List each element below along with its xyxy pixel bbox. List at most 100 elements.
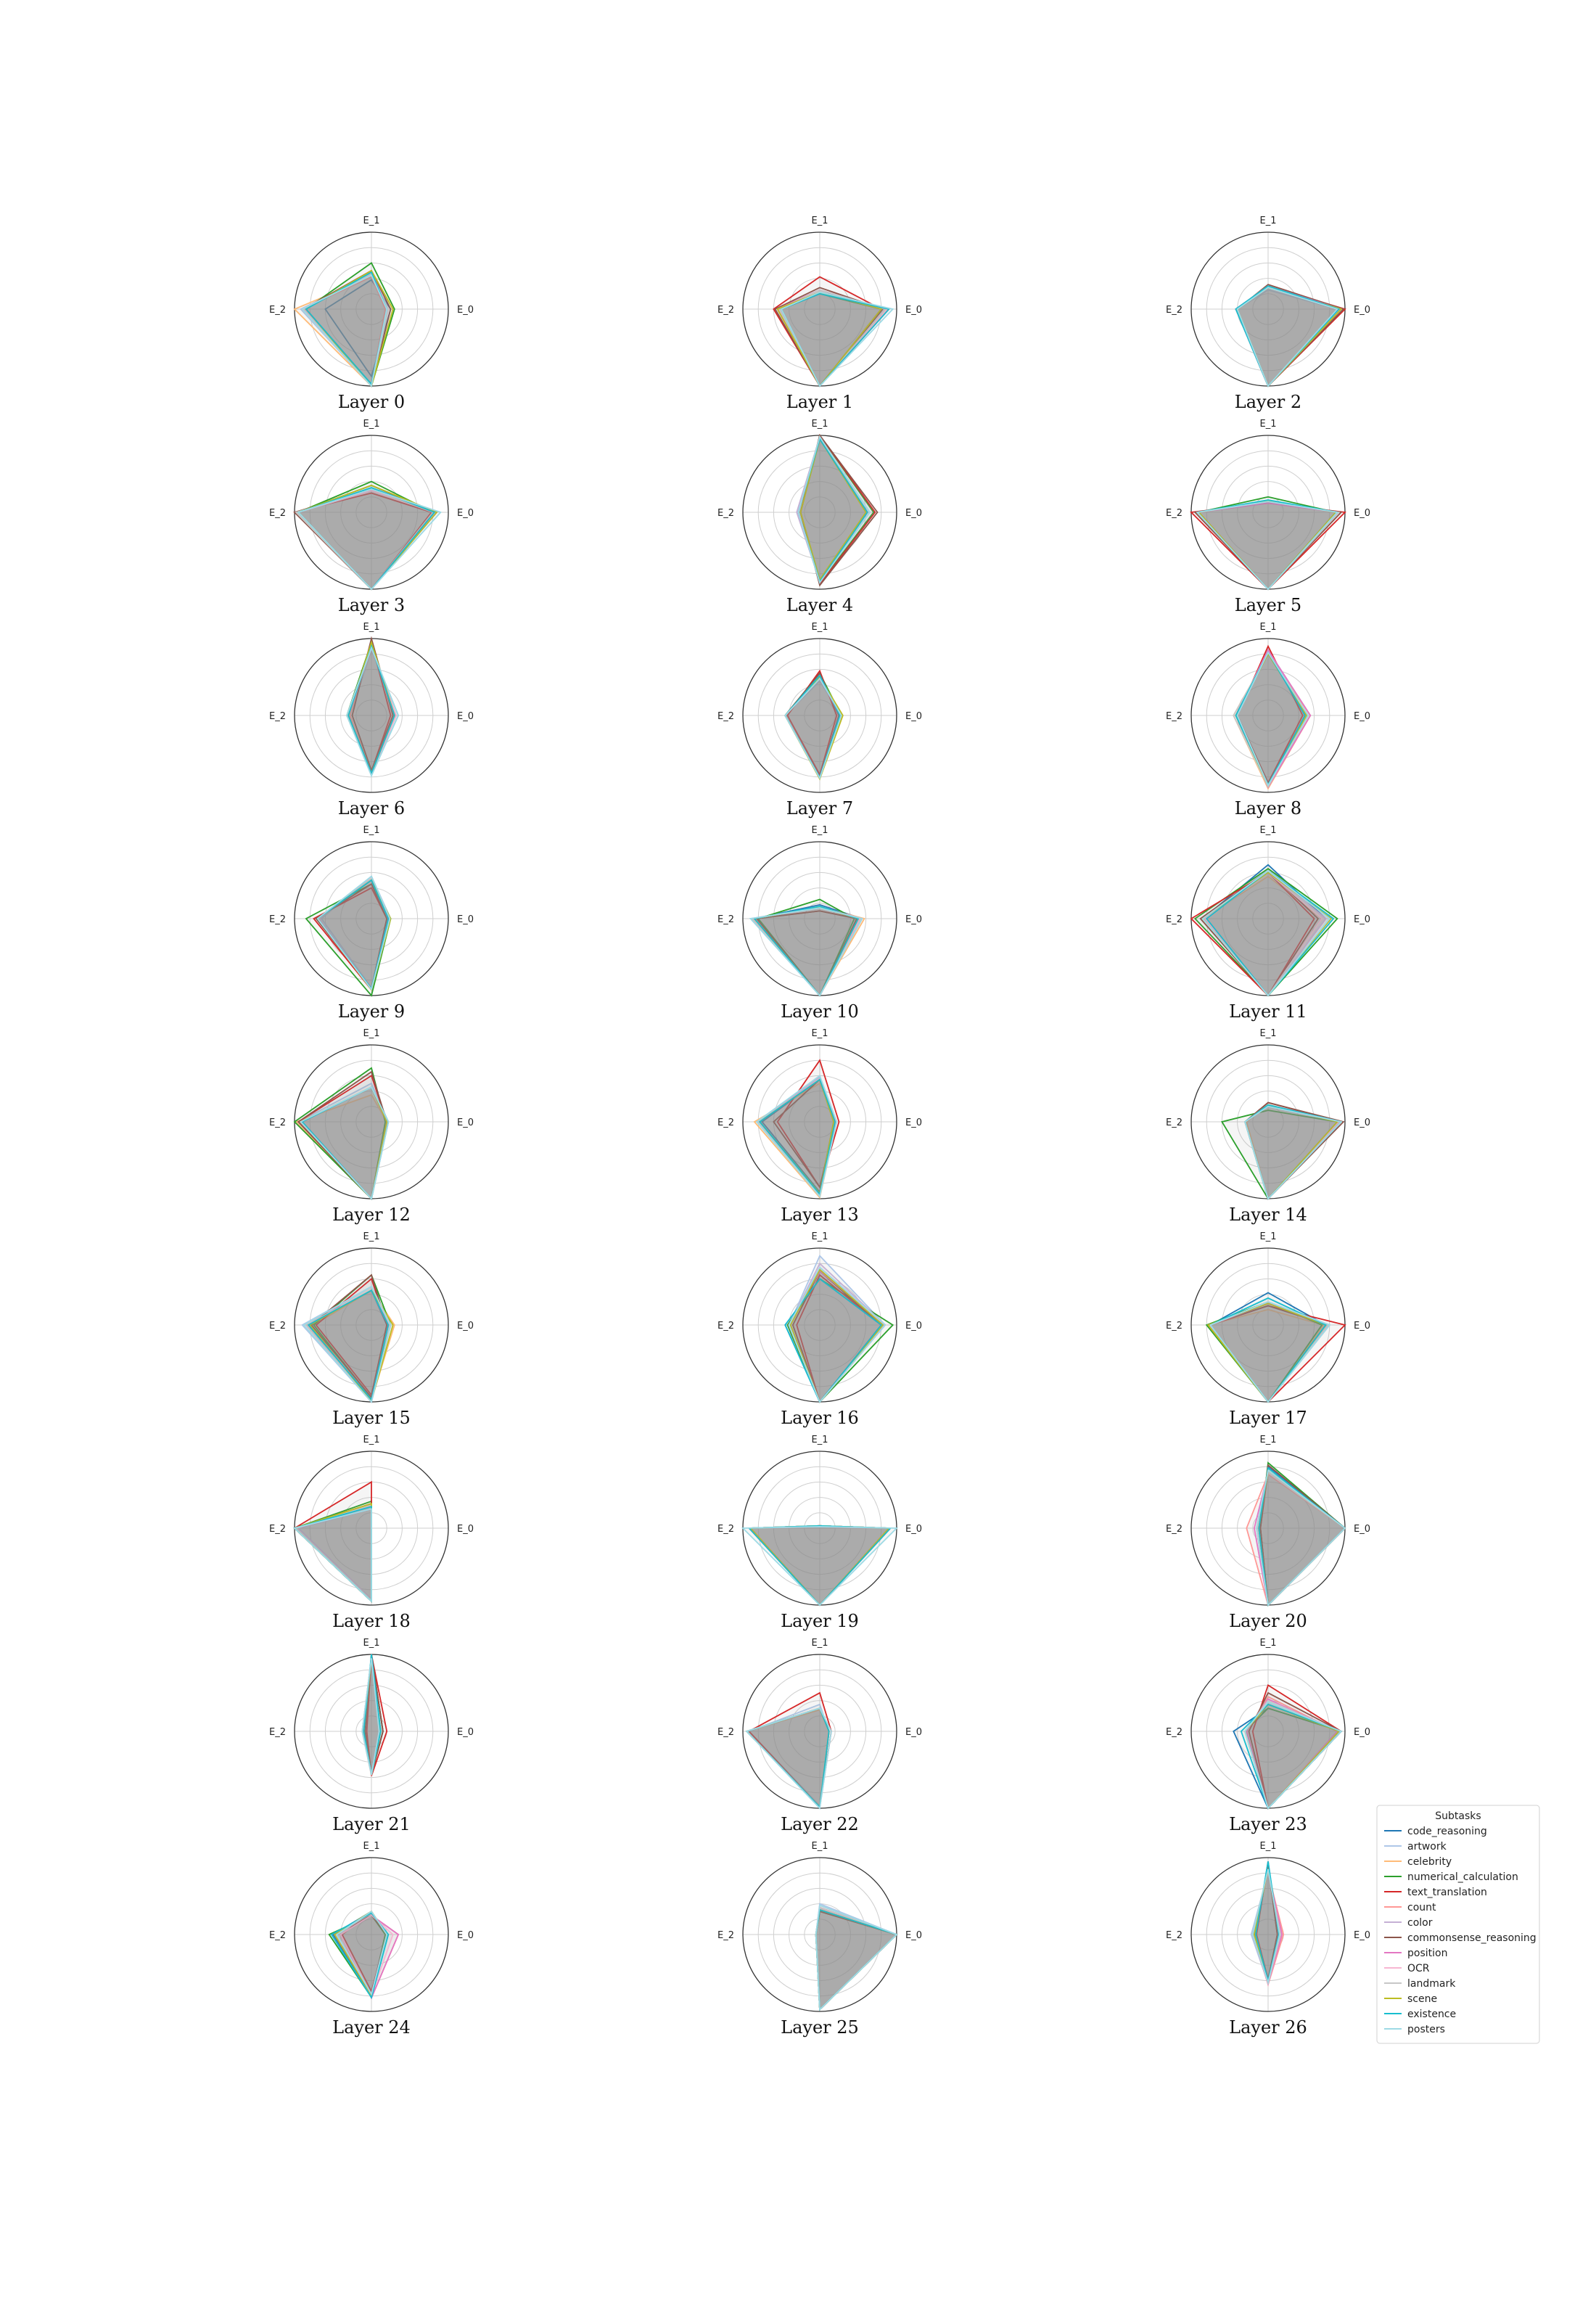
legend-label: numerical_calculation <box>1407 1871 1518 1883</box>
legend-title: Subtasks <box>1435 1810 1481 1822</box>
axis-label: E_0 <box>457 1524 474 1535</box>
axis-label: E_2 <box>717 914 734 925</box>
axis-label: E_2 <box>1166 305 1182 316</box>
series-polygon <box>364 1654 384 1776</box>
panel-title: Layer 19 <box>781 1611 859 1631</box>
axis-label: E_1 <box>812 419 828 430</box>
radar-panel: E_0 E_1 E_2 Layer 16 <box>717 1231 922 1428</box>
series-polygon <box>336 1910 388 1996</box>
axis-label: E_0 <box>905 1117 922 1128</box>
axis-label: E_1 <box>363 1841 380 1852</box>
panel-title: Layer 10 <box>781 1001 859 1022</box>
axis-label: E_0 <box>1354 1321 1370 1332</box>
radar-panel: E_0 E_1 E_2 Layer 24 <box>269 1841 474 2038</box>
panel-title: Layer 18 <box>332 1611 411 1631</box>
series-polygon <box>297 488 442 591</box>
axis-label: E_1 <box>1260 622 1277 633</box>
axis-label: E_2 <box>717 711 734 722</box>
legend-label: OCR <box>1407 1963 1430 1974</box>
axis-label: E_1 <box>1260 1638 1277 1649</box>
axis-label: E_2 <box>269 711 286 722</box>
axis-label: E_0 <box>1354 305 1370 316</box>
series-polygon <box>755 1074 838 1198</box>
axis-label: E_2 <box>717 1930 734 1941</box>
series-polygon <box>307 1289 390 1401</box>
radar-panel: E_0 E_1 E_2 Layer 5 <box>1166 419 1370 615</box>
axis-label: E_0 <box>1354 711 1370 722</box>
series-polygon <box>778 289 887 387</box>
axis-label: E_1 <box>812 1435 828 1445</box>
series-polygon <box>346 646 400 778</box>
legend-label: artwork <box>1407 1841 1447 1853</box>
series-polygon <box>784 1278 883 1403</box>
axis-label: E_0 <box>905 711 922 722</box>
panel-title: Layer 20 <box>1229 1611 1307 1631</box>
panel-title: Layer 24 <box>332 2017 411 2038</box>
axis-label: E_0 <box>905 1524 922 1535</box>
axis-label: E_0 <box>905 1321 922 1332</box>
series-polygon <box>780 291 894 387</box>
series-polygon <box>361 1658 380 1775</box>
series-polygon <box>316 875 391 991</box>
outer-ring <box>1190 638 1346 793</box>
series-polygon <box>815 1904 898 2011</box>
axis-label: E_1 <box>363 419 380 430</box>
axis-label: E_0 <box>457 1321 474 1332</box>
series-polygon <box>1205 870 1335 997</box>
axis-label: E_0 <box>905 305 922 316</box>
axis-label: E_1 <box>1260 419 1277 430</box>
axis-label: E_0 <box>1354 1524 1370 1535</box>
axis-label: E_0 <box>1354 914 1370 925</box>
axis-label: E_2 <box>269 1930 286 1941</box>
panel-title: Layer 0 <box>338 392 405 412</box>
legend-label: landmark <box>1407 1978 1456 1990</box>
radar-panel: E_0 E_1 E_2 Layer 2 <box>1166 216 1370 412</box>
axis-label: E_0 <box>905 1930 922 1941</box>
panel-title: Layer 11 <box>1229 1001 1307 1022</box>
axis-label: E_1 <box>812 1028 828 1039</box>
panel-title: Layer 25 <box>781 2017 859 2038</box>
series-polygon <box>1201 870 1331 997</box>
axis-label: E_1 <box>812 1231 828 1242</box>
series-polygon <box>784 677 842 780</box>
axis-label: E_2 <box>1166 1321 1182 1332</box>
panel-title: Layer 13 <box>781 1205 859 1225</box>
legend-label: count <box>1407 1902 1436 1913</box>
axis-label: E_1 <box>1260 1028 1277 1039</box>
series-polygon <box>1251 1868 1280 1985</box>
legend-label: code_reasoning <box>1407 1826 1487 1837</box>
radar-panel: E_0 E_1 E_2 Layer 14 <box>1166 1028 1370 1225</box>
radar-panel: E_0 E_1 E_2 Layer 11 <box>1166 825 1370 1022</box>
axis-label: E_1 <box>363 216 380 226</box>
axis-label: E_0 <box>457 1727 474 1738</box>
axis-label: E_2 <box>1166 1727 1182 1738</box>
series-polygon <box>745 1707 832 1810</box>
series-polygon <box>347 644 395 775</box>
series-polygon <box>741 1525 899 1607</box>
axis-label: E_0 <box>905 1727 922 1738</box>
axis-label: E_2 <box>717 1117 734 1128</box>
axis-label: E_2 <box>1166 1524 1182 1535</box>
series-polygon <box>303 1285 392 1403</box>
legend-label: text_translation <box>1407 1887 1487 1898</box>
axis-label: E_1 <box>363 1435 380 1445</box>
axis-label: E_1 <box>812 216 828 226</box>
panel-title: Layer 16 <box>781 1408 859 1428</box>
radar-panel: E_0 E_1 E_2 Layer 19 <box>717 1435 922 1631</box>
axis-label: E_2 <box>269 305 286 316</box>
series-polygon <box>293 1508 372 1603</box>
outer-ring <box>1190 1857 1346 2012</box>
radar-panel: E_0 E_1 E_2 Layer 22 <box>717 1638 922 1834</box>
axis-label: E_2 <box>269 508 286 519</box>
radar-panel: E_0 E_1 E_2 Layer 23 <box>1166 1638 1370 1834</box>
radar-panel: E_0 E_1 E_2 Layer 21 <box>269 1638 474 1834</box>
radar-panel: E_0 E_1 E_2 Layer 20 <box>1166 1435 1370 1631</box>
panel-title: Layer 6 <box>338 798 405 819</box>
axis-label: E_2 <box>269 1727 286 1738</box>
axis-label: E_0 <box>1354 508 1370 519</box>
panel-title: Layer 15 <box>332 1408 411 1428</box>
series-polygon <box>1244 1701 1343 1810</box>
outer-ring <box>294 1857 449 2012</box>
